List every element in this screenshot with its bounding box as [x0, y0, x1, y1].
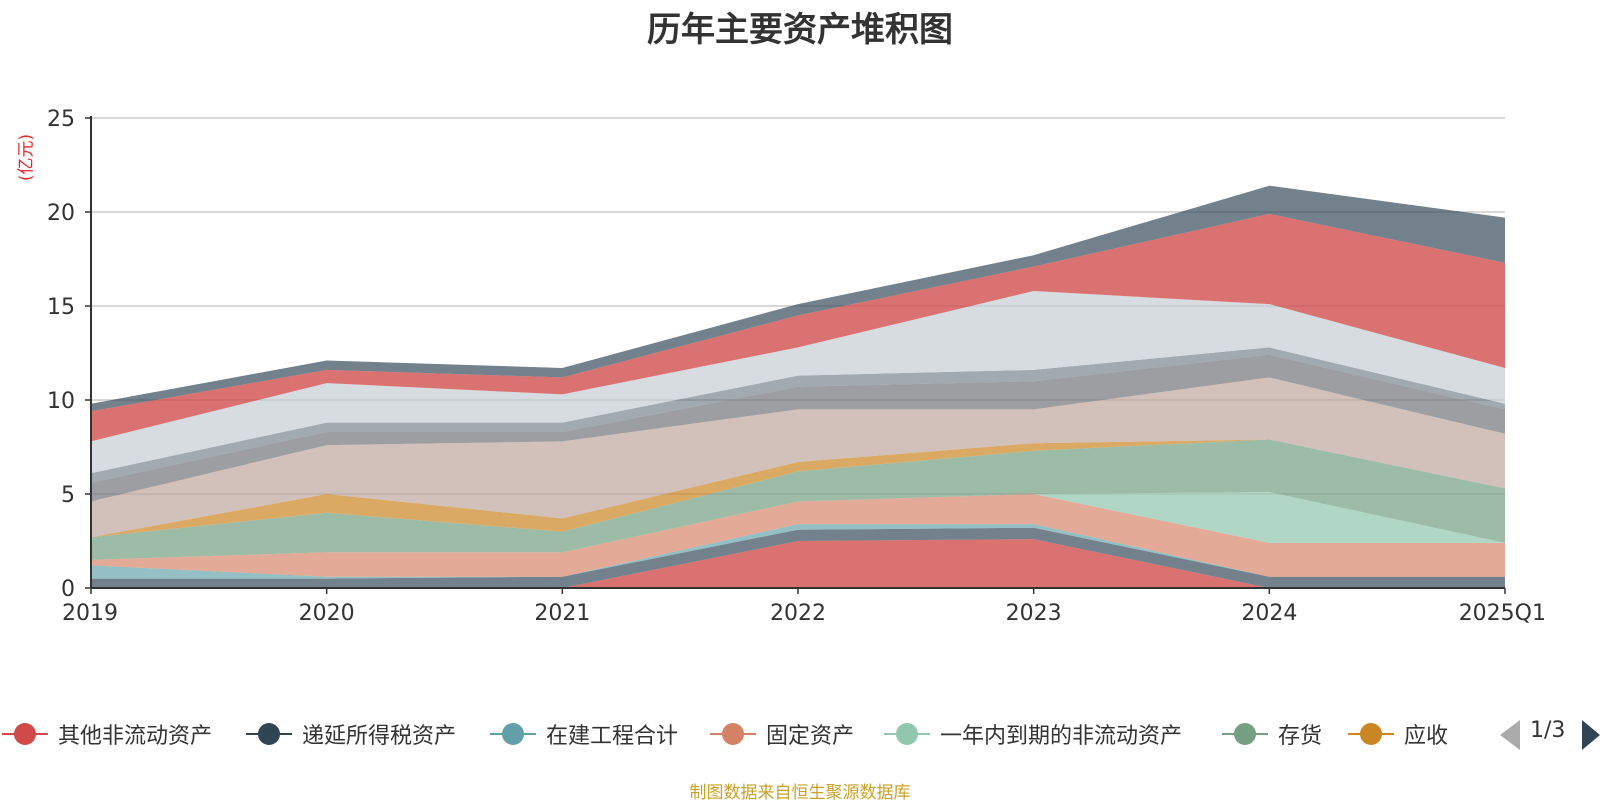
legend-item[interactable]: 一年内到期的非流动资产	[882, 714, 1182, 754]
area-series[interactable]	[91, 377, 1505, 538]
legend-item[interactable]: 递延所得税资产	[244, 714, 456, 754]
legend-label: 递延所得税资产	[302, 724, 457, 749]
x-tick-label: 2023	[1006, 601, 1062, 626]
area-series-一年内到期的非流动资产[interactable]	[91, 492, 1505, 560]
x-tick-label: 2020	[299, 601, 355, 626]
legend-marker-icon	[882, 714, 932, 754]
area-series-在建工程合计[interactable]	[91, 524, 1505, 579]
y-tick-label: 5	[61, 483, 75, 508]
x-tick-label: 2025Q1	[1459, 601, 1546, 626]
x-tick-label: 2019	[62, 601, 118, 626]
legend-marker-icon	[488, 714, 538, 754]
chart-title: 历年主要资产堆积图	[647, 10, 953, 50]
legend-item[interactable]: 应收	[1346, 714, 1448, 754]
legend-page-next-icon[interactable]	[1582, 720, 1600, 750]
legend-label: 在建工程合计	[546, 724, 679, 749]
x-tick-label: 2022	[770, 601, 826, 626]
data-source-note: 制图数据来自恒生聚源数据库	[689, 783, 911, 803]
area-series[interactable]	[91, 185, 1505, 412]
area-series[interactable]	[91, 213, 1505, 442]
y-tick-label: 15	[47, 295, 75, 320]
legend-label: 应收	[1404, 724, 1449, 749]
legend-page-prev-icon[interactable]	[1500, 720, 1520, 750]
area-series[interactable]	[91, 291, 1505, 474]
y-tick-label: 20	[47, 201, 75, 226]
legend-marker-icon	[1346, 714, 1396, 754]
x-tick-label: 2024	[1241, 601, 1297, 626]
area-series-其他非流动资产[interactable]	[91, 539, 1505, 588]
y-tick-label: 0	[61, 577, 75, 602]
legend-label: 其他非流动资产	[58, 724, 213, 749]
legend-item[interactable]: 固定资产	[708, 714, 854, 754]
axes: 0 5 10 15 20 25 2019 2020 2021 2022 2023 2024 2025Q1	[47, 107, 1546, 626]
legend-item[interactable]: 存货	[1220, 714, 1322, 754]
area-series-固定资产[interactable]	[91, 494, 1505, 577]
area-series-layer	[91, 185, 1505, 588]
legend-item[interactable]: 在建工程合计	[488, 714, 678, 754]
area-series-应收[interactable]	[91, 439, 1505, 538]
legend-label: 固定资产	[766, 724, 855, 749]
area-series-递延所得税资产[interactable]	[91, 527, 1505, 588]
area-series[interactable]	[91, 354, 1505, 502]
x-tick-label: 2021	[534, 601, 590, 626]
legend-marker-icon	[708, 714, 758, 754]
legend-label: 存货	[1278, 724, 1323, 749]
legend-page-indicator: 1/3	[1530, 718, 1566, 743]
legend-marker-icon	[0, 714, 50, 754]
y-tick-label: 25	[47, 107, 75, 132]
legend-marker-icon	[1220, 714, 1270, 754]
y-tick-label: 10	[47, 389, 75, 414]
legend-item[interactable]: 其他非流动资产	[0, 714, 212, 754]
legend-label: 一年内到期的非流动资产	[940, 724, 1183, 749]
area-series-存货[interactable]	[91, 439, 1505, 560]
legend-marker-icon	[244, 714, 294, 754]
legend: 其他非流动资产 递延所得税资产 在建工程合计 固定资产 一年内到期的非流动资产 存货 应收	[0, 714, 1600, 754]
